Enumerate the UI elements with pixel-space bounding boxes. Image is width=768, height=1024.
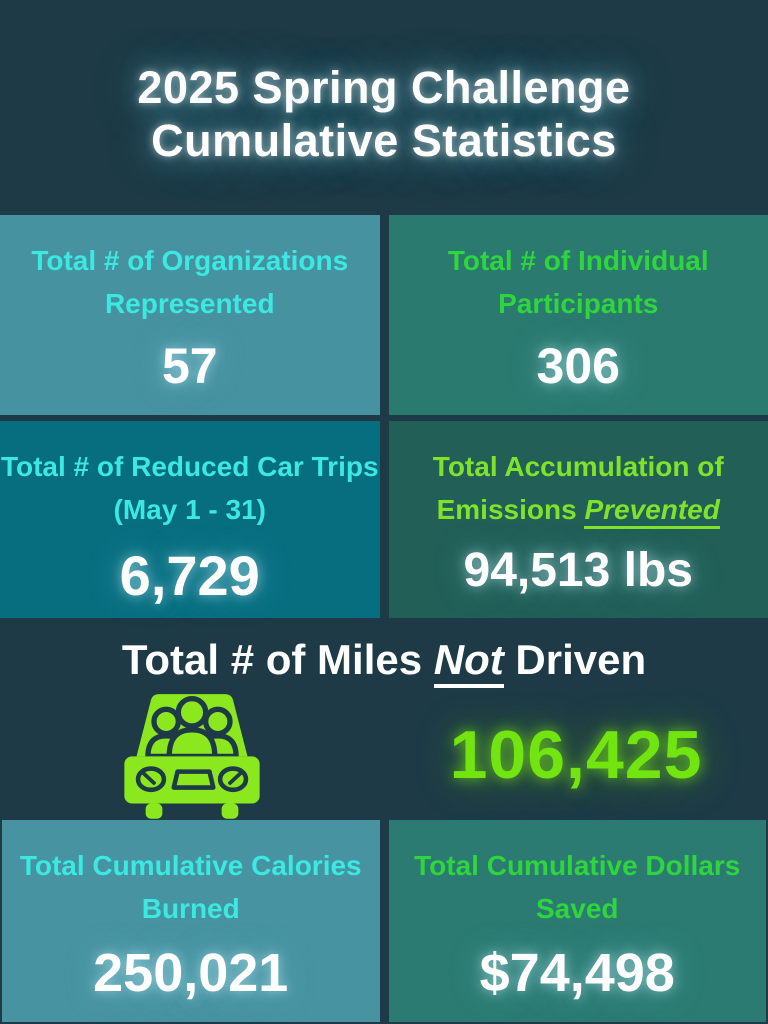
stat-value-calories-burned: 250,021 bbox=[93, 943, 289, 1003]
stats-row-2: Total # of Reduced Car Trips (May 1 - 31… bbox=[0, 421, 768, 618]
carpool-car-icon bbox=[112, 688, 272, 821]
stat-card-emissions-prevented: Total Accumulation of Emissions Prevente… bbox=[388, 421, 768, 618]
stat-label-line: Total Cumulative Dollars bbox=[414, 850, 741, 881]
miles-heading: Total # of Miles Not Driven bbox=[0, 636, 768, 689]
stat-label-line: Burned bbox=[141, 893, 240, 924]
stats-row-1: Total # of Organizations Represented 57 … bbox=[0, 215, 768, 415]
miles-section: Total # of Miles Not Driven bbox=[0, 618, 768, 820]
stat-label-line: Represented bbox=[104, 288, 275, 319]
stat-card-organizations: Total # of Organizations Represented 57 bbox=[0, 215, 380, 415]
miles-heading-text: Total # of Miles bbox=[121, 636, 434, 683]
stat-card-participants: Total # of Individual Participants 306 bbox=[388, 215, 768, 415]
miles-heading-text: Driven bbox=[503, 636, 647, 683]
stat-value-reduced-trips: 6,729 bbox=[119, 544, 260, 607]
stat-value-dollars-saved: $74,498 bbox=[479, 943, 675, 1003]
stat-label-line: Total # of Reduced Car Trips bbox=[0, 451, 379, 482]
stat-label-line: Total # of Individual bbox=[447, 245, 709, 276]
page-title-line1: 2025 Spring Challenge bbox=[137, 62, 631, 114]
stat-value-organizations: 57 bbox=[161, 338, 218, 394]
stat-label-text: Emissions bbox=[436, 494, 585, 525]
stat-card-dollars-saved: Total Cumulative Dollars Saved $74,498 bbox=[388, 820, 766, 1022]
miles-value: 106,425 bbox=[449, 716, 703, 793]
stat-label-line: Participants bbox=[498, 288, 659, 319]
stat-label-reduced-trips: Total # of Reduced Car Trips (May 1 - 31… bbox=[1, 445, 379, 531]
miles-content: 106,425 bbox=[0, 688, 768, 821]
stat-label-calories-burned: Total Cumulative Calories Burned bbox=[20, 844, 362, 930]
stat-label-emissions-prevented: Total Accumulation of Emissions Prevente… bbox=[433, 445, 724, 531]
stat-label-dollars-saved: Total Cumulative Dollars Saved bbox=[414, 844, 740, 930]
miles-heading-emphasis: Not bbox=[433, 637, 504, 689]
stat-card-reduced-trips: Total # of Reduced Car Trips (May 1 - 31… bbox=[0, 421, 380, 618]
stat-value-emissions-prevented: 94,513 lbs bbox=[463, 544, 694, 597]
stat-label-line: Total Cumulative Calories bbox=[19, 850, 362, 881]
stat-label-line: (May 1 - 31) bbox=[113, 494, 267, 525]
stat-value-participants: 306 bbox=[536, 338, 620, 394]
stat-label-line: Saved bbox=[536, 893, 619, 924]
stat-label-line: Emissions Prevented bbox=[433, 488, 724, 531]
stat-card-calories-burned: Total Cumulative Calories Burned 250,021 bbox=[2, 820, 380, 1022]
header: 2025 Spring Challenge Cumulative Statist… bbox=[0, 0, 768, 215]
stats-row-3: Total Cumulative Calories Burned 250,021… bbox=[2, 820, 766, 1022]
stat-label-line: Total # of Organizations bbox=[31, 245, 349, 276]
miles-icon-area bbox=[0, 688, 384, 821]
stat-label-organizations: Total # of Organizations Represented bbox=[31, 239, 348, 325]
page-title-line2: Cumulative Statistics bbox=[151, 114, 617, 166]
miles-value-area: 106,425 bbox=[384, 688, 768, 821]
stat-label-participants: Total # of Individual Participants bbox=[448, 239, 709, 325]
stat-label-line: Total Accumulation of bbox=[432, 451, 724, 482]
stat-label-emphasis: Prevented bbox=[584, 495, 720, 530]
